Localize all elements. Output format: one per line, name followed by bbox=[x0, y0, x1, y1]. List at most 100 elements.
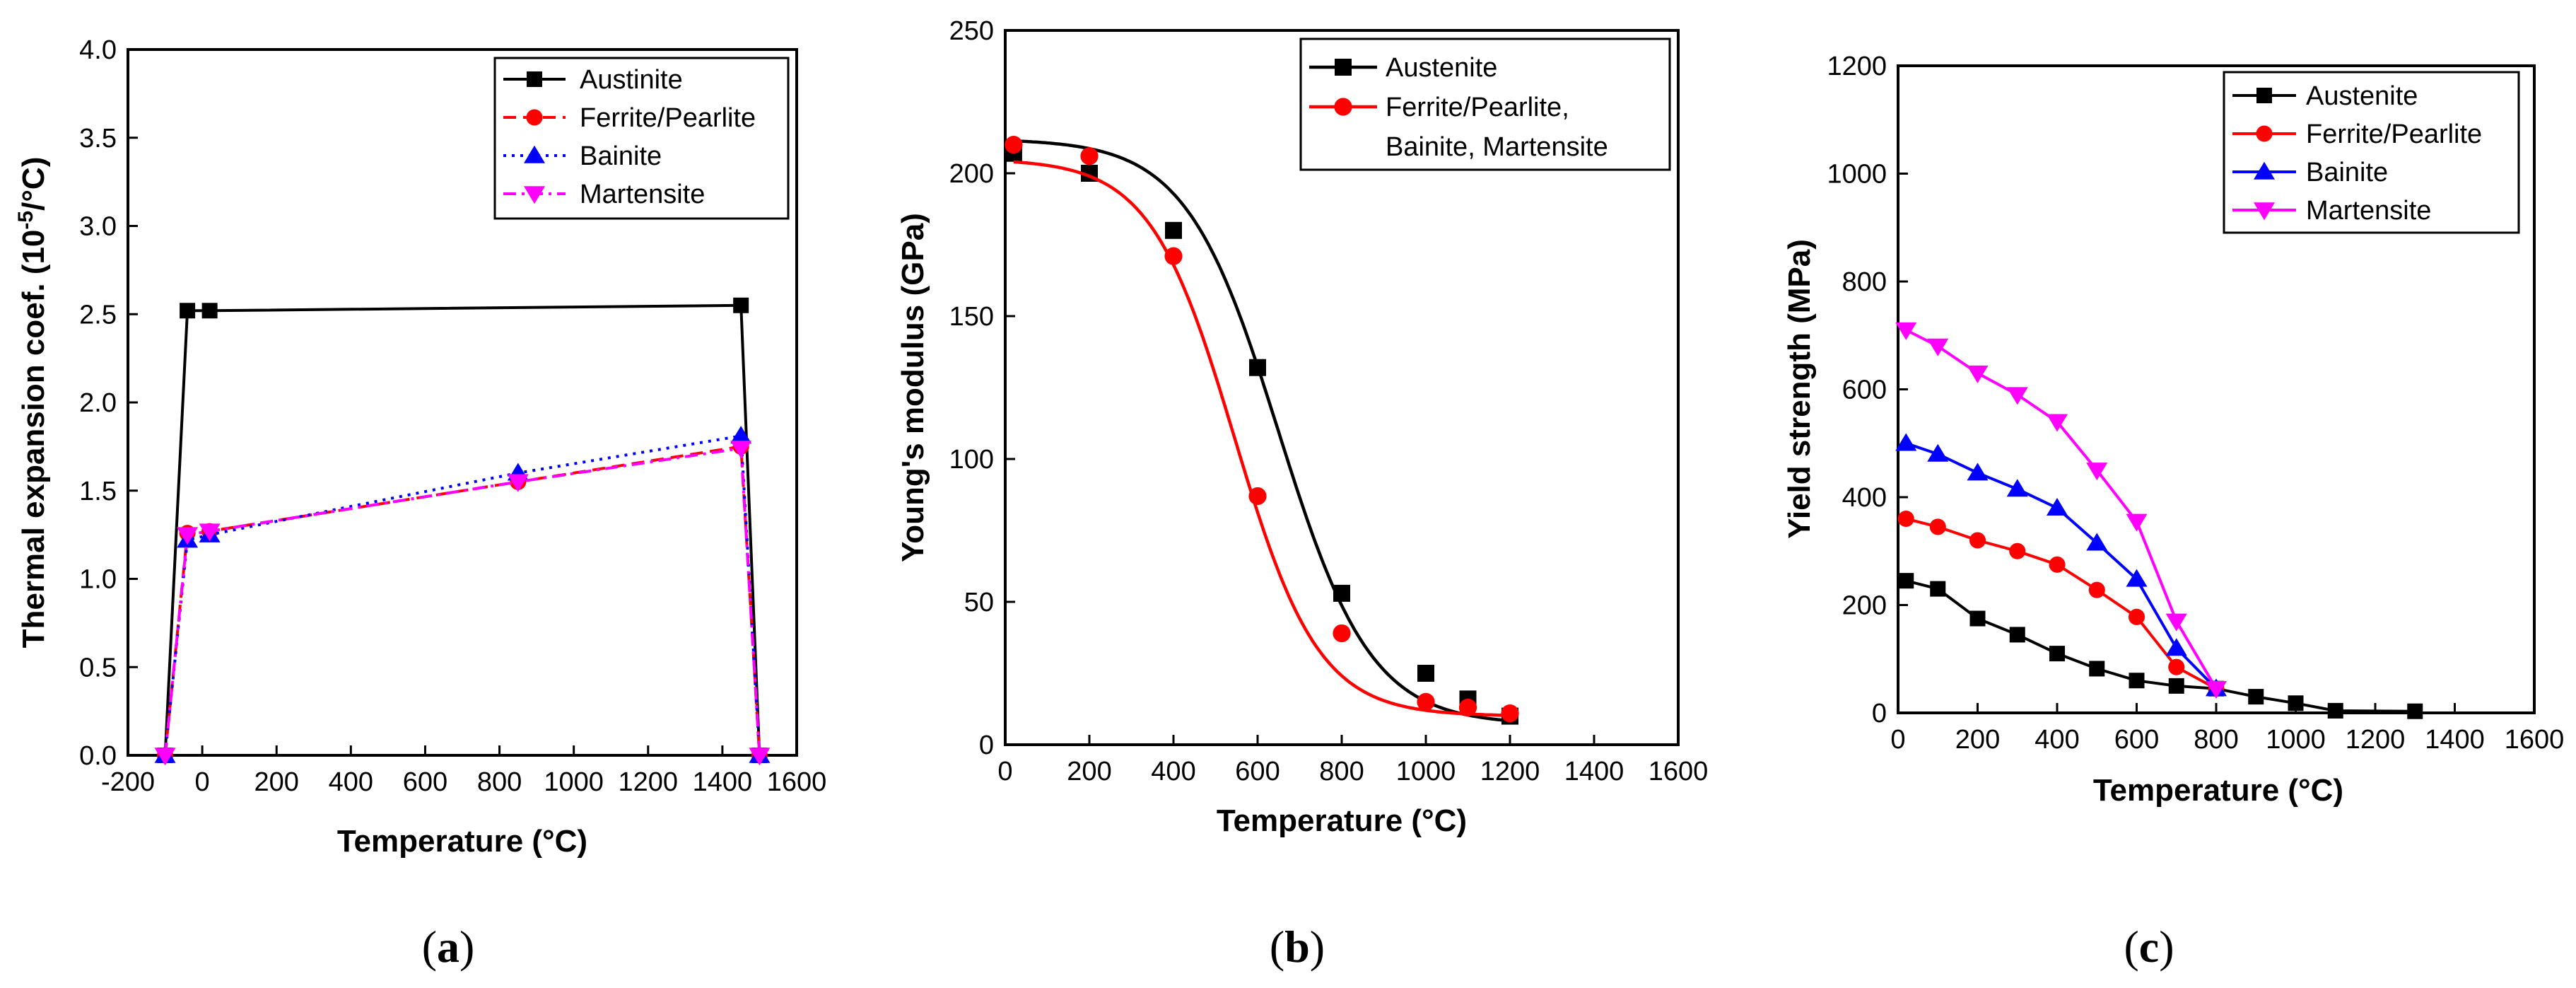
x-tick-label: 800 bbox=[477, 767, 522, 797]
data-point bbox=[2128, 608, 2145, 625]
series-martensite bbox=[154, 441, 771, 766]
y-tick-label: 0.0 bbox=[79, 741, 117, 771]
x-tick-label: 1200 bbox=[2346, 725, 2406, 755]
x-tick-label: 800 bbox=[2194, 725, 2238, 755]
tick-marks bbox=[127, 48, 798, 757]
legend-box bbox=[493, 57, 790, 220]
x-axis-title: Temperature (°C) bbox=[1217, 803, 1467, 838]
y-tick-label: 50 bbox=[964, 588, 994, 617]
data-point bbox=[2006, 479, 2028, 497]
y-tick-label: 4.0 bbox=[79, 35, 117, 65]
data-point bbox=[730, 441, 752, 459]
series-austinite bbox=[157, 297, 768, 763]
series-layer bbox=[1895, 322, 2423, 719]
legend-entry: Ferrite/Pearlite, Bainite, Martensite bbox=[1309, 93, 1608, 162]
data-point bbox=[2006, 387, 2028, 405]
data-point bbox=[2248, 689, 2264, 705]
data-point bbox=[733, 297, 749, 313]
legend-marker bbox=[523, 186, 546, 204]
legend: Austenite Ferrite/Pearlite Bainite Martensi… bbox=[2223, 71, 2520, 234]
legend-entry: Martensite bbox=[503, 180, 705, 209]
data-point bbox=[1501, 704, 1519, 723]
data-point bbox=[2126, 513, 2148, 532]
legend-label: Bainite, Martensite bbox=[1386, 132, 1608, 162]
x-tick-label: 200 bbox=[1067, 757, 1111, 786]
x-tick-label: 400 bbox=[329, 767, 373, 797]
data-point bbox=[2205, 680, 2227, 699]
legend-marker bbox=[2253, 202, 2276, 221]
data-point bbox=[2288, 695, 2304, 711]
data-point bbox=[1967, 463, 1989, 481]
data-point bbox=[1967, 365, 1989, 383]
y-tick-label: 1.0 bbox=[79, 565, 117, 595]
legend-marker bbox=[527, 71, 542, 87]
data-point bbox=[1248, 487, 1267, 506]
x-tick-label: 200 bbox=[1955, 725, 2000, 755]
legend-label: Martensite bbox=[580, 180, 705, 209]
y-tick-label: 150 bbox=[949, 302, 994, 332]
y-tick-label: 100 bbox=[949, 445, 994, 475]
y-axis-title: Thermal expansion coef. (10-5/°C) bbox=[14, 157, 51, 649]
data-point bbox=[2129, 673, 2145, 689]
legend-label: Austenite bbox=[2306, 81, 2418, 111]
legend-entry: Austenite bbox=[2232, 81, 2418, 111]
data-point bbox=[1458, 698, 1477, 717]
x-axis-title: Temperature (°C) bbox=[2093, 773, 2343, 808]
data-point bbox=[1897, 510, 1914, 528]
series-austenite bbox=[1005, 139, 1518, 725]
x-tick-label: 1600 bbox=[2505, 725, 2565, 755]
data-point bbox=[749, 748, 771, 766]
legend-marker bbox=[2253, 161, 2276, 180]
data-point bbox=[2126, 569, 2148, 587]
tick-labels: 0 200 400 600 800 1000 1200 1400 1600 0 50 100 150 20… bbox=[949, 16, 1709, 786]
series-line bbox=[163, 303, 761, 756]
series-line bbox=[163, 434, 761, 756]
y-axis-title: Young's modulus (GPa) bbox=[896, 213, 930, 562]
data-point bbox=[2165, 638, 2187, 656]
legend-entry: Martensite bbox=[2232, 196, 2431, 226]
y-tick-label: 600 bbox=[1842, 376, 1887, 405]
x-axis-title: Temperature (°C) bbox=[337, 824, 587, 859]
data-point bbox=[2168, 658, 2185, 675]
y-tick-label: 1.5 bbox=[79, 477, 117, 506]
data-point bbox=[1333, 584, 1350, 602]
x-tick-label: -200 bbox=[101, 767, 155, 797]
data-point bbox=[1005, 136, 1023, 154]
caption-c: (c) bbox=[2124, 922, 2174, 972]
y-tick-label: 0 bbox=[1872, 699, 1887, 728]
legend-entry: Austinite bbox=[503, 65, 683, 95]
x-tick-label: 800 bbox=[1319, 757, 1364, 786]
legend-label: Austinite bbox=[580, 65, 683, 95]
data-point bbox=[2168, 678, 2184, 694]
data-point bbox=[507, 474, 529, 492]
data-point bbox=[1249, 359, 1266, 376]
series-line bbox=[1013, 139, 1511, 723]
series-ferrite-pearlite-bainite-martensite bbox=[1005, 136, 1519, 723]
data-point bbox=[1927, 338, 1949, 356]
data-point bbox=[1165, 221, 1182, 239]
series-ferrite-pearlite bbox=[1897, 510, 2225, 697]
x-tick-label: 1400 bbox=[2425, 725, 2485, 755]
data-point bbox=[1895, 322, 1917, 340]
legend-box bbox=[1299, 37, 1671, 171]
tick-labels: 0 200 400 600 800 1000 1200 1400 1600 0 200 400 600 8… bbox=[1827, 52, 2564, 755]
data-point bbox=[2086, 533, 2108, 551]
y-tick-label: 200 bbox=[1842, 591, 1887, 621]
y-tick-label: 3.0 bbox=[79, 212, 117, 242]
y-tick-label: 1200 bbox=[1827, 52, 1887, 81]
chart-panel-b: 0 200 400 600 800 1000 1200 1400 1600 0 50 100 150 20… bbox=[896, 16, 1708, 838]
data-point bbox=[730, 426, 752, 444]
legend-label: Martensite bbox=[2306, 196, 2431, 226]
legend-entry: Bainite bbox=[503, 141, 662, 171]
x-tick-label: 0 bbox=[195, 767, 210, 797]
x-tick-label: 1000 bbox=[2266, 725, 2326, 755]
data-point bbox=[2407, 703, 2423, 719]
data-point bbox=[1930, 581, 1946, 597]
y-tick-label: 2.0 bbox=[79, 388, 117, 418]
x-tick-label: 1600 bbox=[1649, 757, 1709, 786]
data-point bbox=[1929, 518, 1946, 535]
caption-a: (a) bbox=[422, 922, 475, 972]
y-tick-label: 1000 bbox=[1827, 160, 1887, 190]
legend: Austinite Ferrite/Pearlite Bainite Martensi… bbox=[493, 57, 790, 220]
x-tick-label: 1600 bbox=[767, 767, 827, 797]
